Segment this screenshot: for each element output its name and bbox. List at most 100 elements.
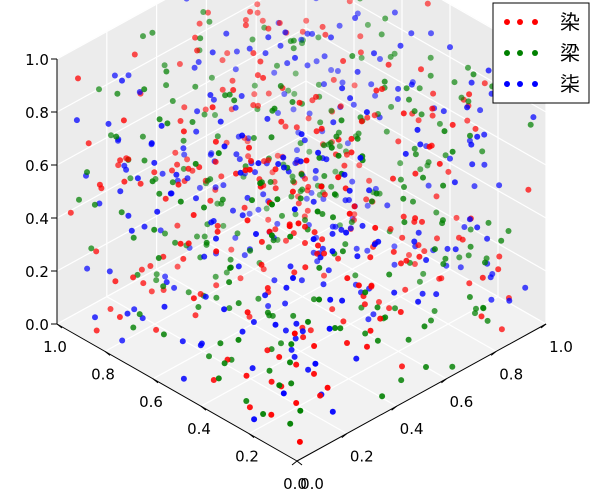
data-point — [336, 143, 343, 150]
data-point — [457, 264, 464, 271]
data-point — [217, 118, 224, 125]
data-point — [347, 95, 354, 102]
data-point — [292, 70, 299, 77]
data-point — [221, 306, 228, 313]
data-point — [350, 101, 357, 108]
data-point — [473, 305, 479, 312]
data-point — [192, 160, 199, 167]
data-point — [280, 164, 287, 171]
data-point — [253, 231, 259, 237]
data-point — [348, 219, 355, 226]
data-point — [410, 198, 416, 205]
data-point — [388, 103, 395, 110]
data-point — [194, 47, 201, 54]
z-tick-label: 0.2 — [25, 263, 49, 281]
data-point — [400, 195, 407, 202]
x-tick-label: 0.6 — [139, 393, 163, 411]
data-point — [276, 382, 283, 389]
data-point — [374, 337, 381, 344]
data-point — [320, 196, 327, 202]
data-point — [302, 217, 308, 223]
data-point — [131, 306, 138, 313]
data-point — [395, 85, 402, 92]
data-point — [416, 278, 423, 285]
data-point — [321, 53, 328, 60]
data-point — [330, 119, 337, 126]
data-point — [299, 186, 306, 193]
data-point — [364, 202, 371, 209]
data-point — [306, 148, 313, 155]
data-point — [471, 183, 478, 190]
data-point — [297, 407, 304, 414]
data-point — [412, 170, 419, 177]
data-point — [322, 31, 329, 38]
legend-marker — [517, 19, 523, 25]
data-point — [212, 158, 219, 165]
data-point — [259, 17, 266, 24]
data-point — [250, 319, 257, 325]
data-point — [311, 296, 317, 303]
data-point — [382, 15, 389, 22]
data-point — [268, 134, 275, 141]
data-point — [466, 216, 473, 223]
data-point — [235, 263, 242, 270]
data-point — [246, 45, 253, 52]
data-point — [397, 309, 404, 315]
z-tick-label: 1.0 — [25, 51, 49, 69]
data-point — [193, 195, 199, 202]
data-point — [67, 209, 74, 216]
data-point — [398, 377, 405, 384]
data-point — [411, 145, 418, 152]
data-point — [201, 253, 208, 260]
data-point — [73, 117, 80, 124]
data-point — [196, 184, 203, 191]
data-point — [161, 62, 168, 69]
data-point — [420, 174, 426, 181]
data-point — [213, 235, 219, 242]
data-point — [289, 173, 296, 180]
data-point — [223, 30, 230, 37]
x-tick-label: 1.0 — [43, 338, 67, 356]
data-point — [212, 112, 218, 118]
data-point — [428, 317, 434, 324]
data-point — [390, 175, 396, 182]
legend-marker — [504, 19, 510, 25]
data-point — [485, 219, 492, 226]
data-point — [255, 160, 262, 167]
data-point — [403, 85, 410, 92]
data-point — [391, 261, 398, 268]
data-point — [366, 177, 373, 184]
data-point — [250, 135, 257, 141]
data-point — [180, 375, 187, 382]
data-point — [358, 54, 365, 61]
data-point — [118, 209, 125, 216]
data-point — [302, 264, 309, 271]
data-point — [246, 144, 252, 151]
data-point — [371, 241, 378, 248]
x-tick-label: 0.2 — [235, 448, 259, 466]
data-point — [205, 9, 211, 16]
data-point — [328, 144, 335, 151]
data-point — [317, 254, 324, 261]
data-point — [339, 297, 346, 304]
data-point — [290, 106, 297, 113]
data-point — [112, 278, 119, 285]
data-point — [321, 142, 327, 149]
data-point — [357, 33, 364, 40]
data-point — [201, 111, 208, 118]
data-point — [428, 30, 434, 37]
scatter-points — [67, 0, 537, 445]
data-point — [506, 297, 513, 304]
data-point — [297, 195, 304, 202]
data-point — [452, 246, 459, 253]
data-point — [426, 143, 433, 150]
data-point — [401, 184, 407, 190]
data-point — [485, 67, 492, 74]
data-point — [427, 54, 434, 61]
data-point — [339, 85, 346, 92]
data-point — [232, 104, 239, 111]
data-point — [136, 311, 143, 318]
legend-marker — [504, 81, 510, 87]
data-point — [251, 82, 258, 89]
data-point — [208, 219, 215, 226]
